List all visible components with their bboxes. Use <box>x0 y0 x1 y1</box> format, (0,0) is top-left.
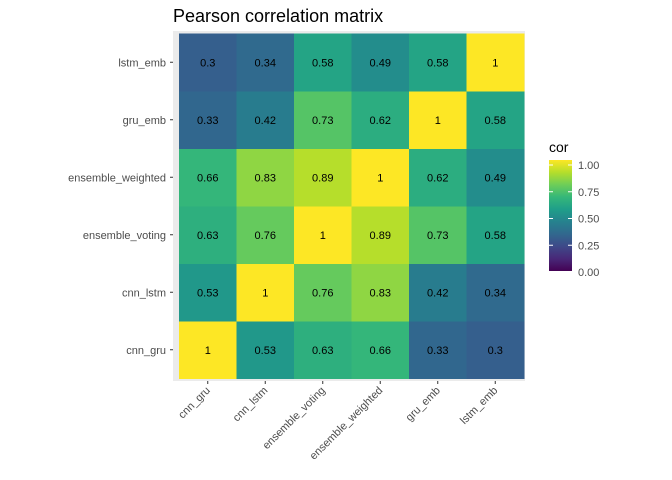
heatmap-cell <box>294 263 352 322</box>
cell-value-label: 0.58 <box>312 57 333 69</box>
cell-value-label: 0.3 <box>200 57 215 69</box>
y-tick-label: ensemble_voting <box>83 230 166 242</box>
legend-tick-label: 0.50 <box>578 214 599 226</box>
cell-value-label: 0.58 <box>485 115 506 127</box>
cell-value-label: 1 <box>320 230 326 242</box>
cell-value-label: 0.89 <box>312 172 333 184</box>
cell-value-label: 0.66 <box>370 345 391 357</box>
heatmap-cell <box>179 148 237 207</box>
cell-value-label: 1 <box>435 115 441 127</box>
cell-value-label: 0.63 <box>197 230 218 242</box>
x-tick-label: cnn_gru <box>176 385 213 422</box>
y-tick-label: gru_emb <box>123 115 166 127</box>
cell-value-label: 0.83 <box>370 287 391 299</box>
cell-value-label: 0.89 <box>370 230 391 242</box>
legend-colorbar <box>549 160 572 271</box>
heatmap-cell <box>409 148 467 207</box>
heatmap-cell <box>466 206 525 264</box>
legend-tick-label: 0.25 <box>578 240 599 252</box>
heatmap-cell <box>236 91 295 149</box>
legend-tick-label: 0.75 <box>578 187 599 199</box>
cell-value-label: 0.76 <box>255 230 276 242</box>
legend-title: cor <box>549 139 569 155</box>
cell-value-label: 0.76 <box>312 287 333 299</box>
heatmap-cell <box>466 321 525 379</box>
heatmap-cell <box>294 148 352 207</box>
heatmap-cell <box>236 263 295 322</box>
legend-tick-label: 0.00 <box>578 267 599 279</box>
heatmap-cell <box>351 206 410 264</box>
heatmap-cell <box>294 321 352 379</box>
cell-value-label: 0.73 <box>312 115 333 127</box>
heatmap-cell <box>294 206 352 264</box>
y-tick-label: cnn_lstm <box>122 287 166 299</box>
color-legend: cor 0.00 0.25 0.50 0.75 1.00 <box>549 139 599 279</box>
cell-value-label: 0.83 <box>255 172 276 184</box>
heatmap-cell <box>409 206 467 264</box>
heatmap-cell <box>351 91 410 149</box>
heatmap-cell <box>179 33 237 92</box>
heatmap-cell <box>236 148 295 207</box>
cell-value-label: 0.34 <box>485 287 506 299</box>
heatmap-cell <box>179 263 237 322</box>
cell-value-label: 0.34 <box>255 57 276 69</box>
cell-value-label: 0.3 <box>488 345 503 357</box>
heatmap-cell <box>466 91 525 149</box>
cell-value-label: 0.62 <box>370 115 391 127</box>
heatmap-cell <box>409 91 467 149</box>
legend-tick-label: 1.00 <box>578 160 599 172</box>
x-tick-label: cnn_lstm <box>231 385 271 425</box>
heatmap-cell <box>351 321 410 379</box>
x-tick-label: gru_emb <box>404 385 443 424</box>
cell-value-label: 0.33 <box>197 115 218 127</box>
heatmap-cell <box>179 321 237 379</box>
heatmap-cell <box>294 33 352 92</box>
cell-value-label: 0.73 <box>427 230 448 242</box>
cell-value-label: 0.33 <box>427 345 448 357</box>
cell-value-label: 0.62 <box>427 172 448 184</box>
x-tick-label: lstm_emb <box>458 385 500 427</box>
heatmap-cell-labels: 1 0.53 0.63 0.66 0.33 0.3 0.53 1 0.76 0.83 0.42 0.3… <box>197 57 506 357</box>
cell-value-label: 0.53 <box>255 345 276 357</box>
cell-value-label: 0.49 <box>370 57 391 69</box>
heatmap-cell <box>236 321 295 379</box>
heatmap-cell <box>236 33 295 92</box>
heatmap-cell <box>466 148 525 207</box>
cell-value-label: 0.63 <box>312 345 333 357</box>
heatmap-cell <box>409 263 467 322</box>
cell-value-label: 0.42 <box>427 287 448 299</box>
cell-value-label: 1 <box>262 287 268 299</box>
cell-value-label: 1 <box>492 57 498 69</box>
x-axis: cnn_gru cnn_lstmensemble_votingensemble_w… <box>176 381 500 462</box>
heatmap-cell <box>179 91 237 149</box>
cell-value-label: 0.49 <box>485 172 506 184</box>
heatmap-cell <box>409 321 467 379</box>
heatmap-cell <box>466 33 525 92</box>
cell-value-label: 0.58 <box>485 230 506 242</box>
x-tick-label: ensemble_voting <box>261 385 328 452</box>
heatmap-cell <box>294 91 352 149</box>
heatmap-cell <box>351 263 410 322</box>
y-tick-label: lstm_emb <box>118 57 166 69</box>
heatmap-cell <box>351 148 410 207</box>
heatmap-cell <box>179 206 237 264</box>
heatmap-cell <box>409 33 467 92</box>
cell-value-label: 1 <box>377 172 383 184</box>
cell-value-label: 0.66 <box>197 172 218 184</box>
cell-value-label: 0.42 <box>255 115 276 127</box>
cell-value-label: 0.53 <box>197 287 218 299</box>
y-axis: cnn_gru cnn_lstm ensemble_voting ensemble_w… <box>68 57 173 357</box>
heatmap-cell <box>236 206 295 264</box>
heatmap-cells <box>179 33 525 379</box>
chart-title: Pearson correlation matrix <box>173 6 383 26</box>
cell-value-label: 0.58 <box>427 57 448 69</box>
y-tick-label: cnn_gru <box>126 345 166 357</box>
cell-value-label: 1 <box>205 345 211 357</box>
heatmap-cell <box>351 33 410 92</box>
heatmap-cell <box>466 263 525 322</box>
y-tick-label: ensemble_weighted <box>68 172 166 184</box>
legend-ticks: 0.00 0.25 0.50 0.75 1.00 <box>549 160 599 279</box>
